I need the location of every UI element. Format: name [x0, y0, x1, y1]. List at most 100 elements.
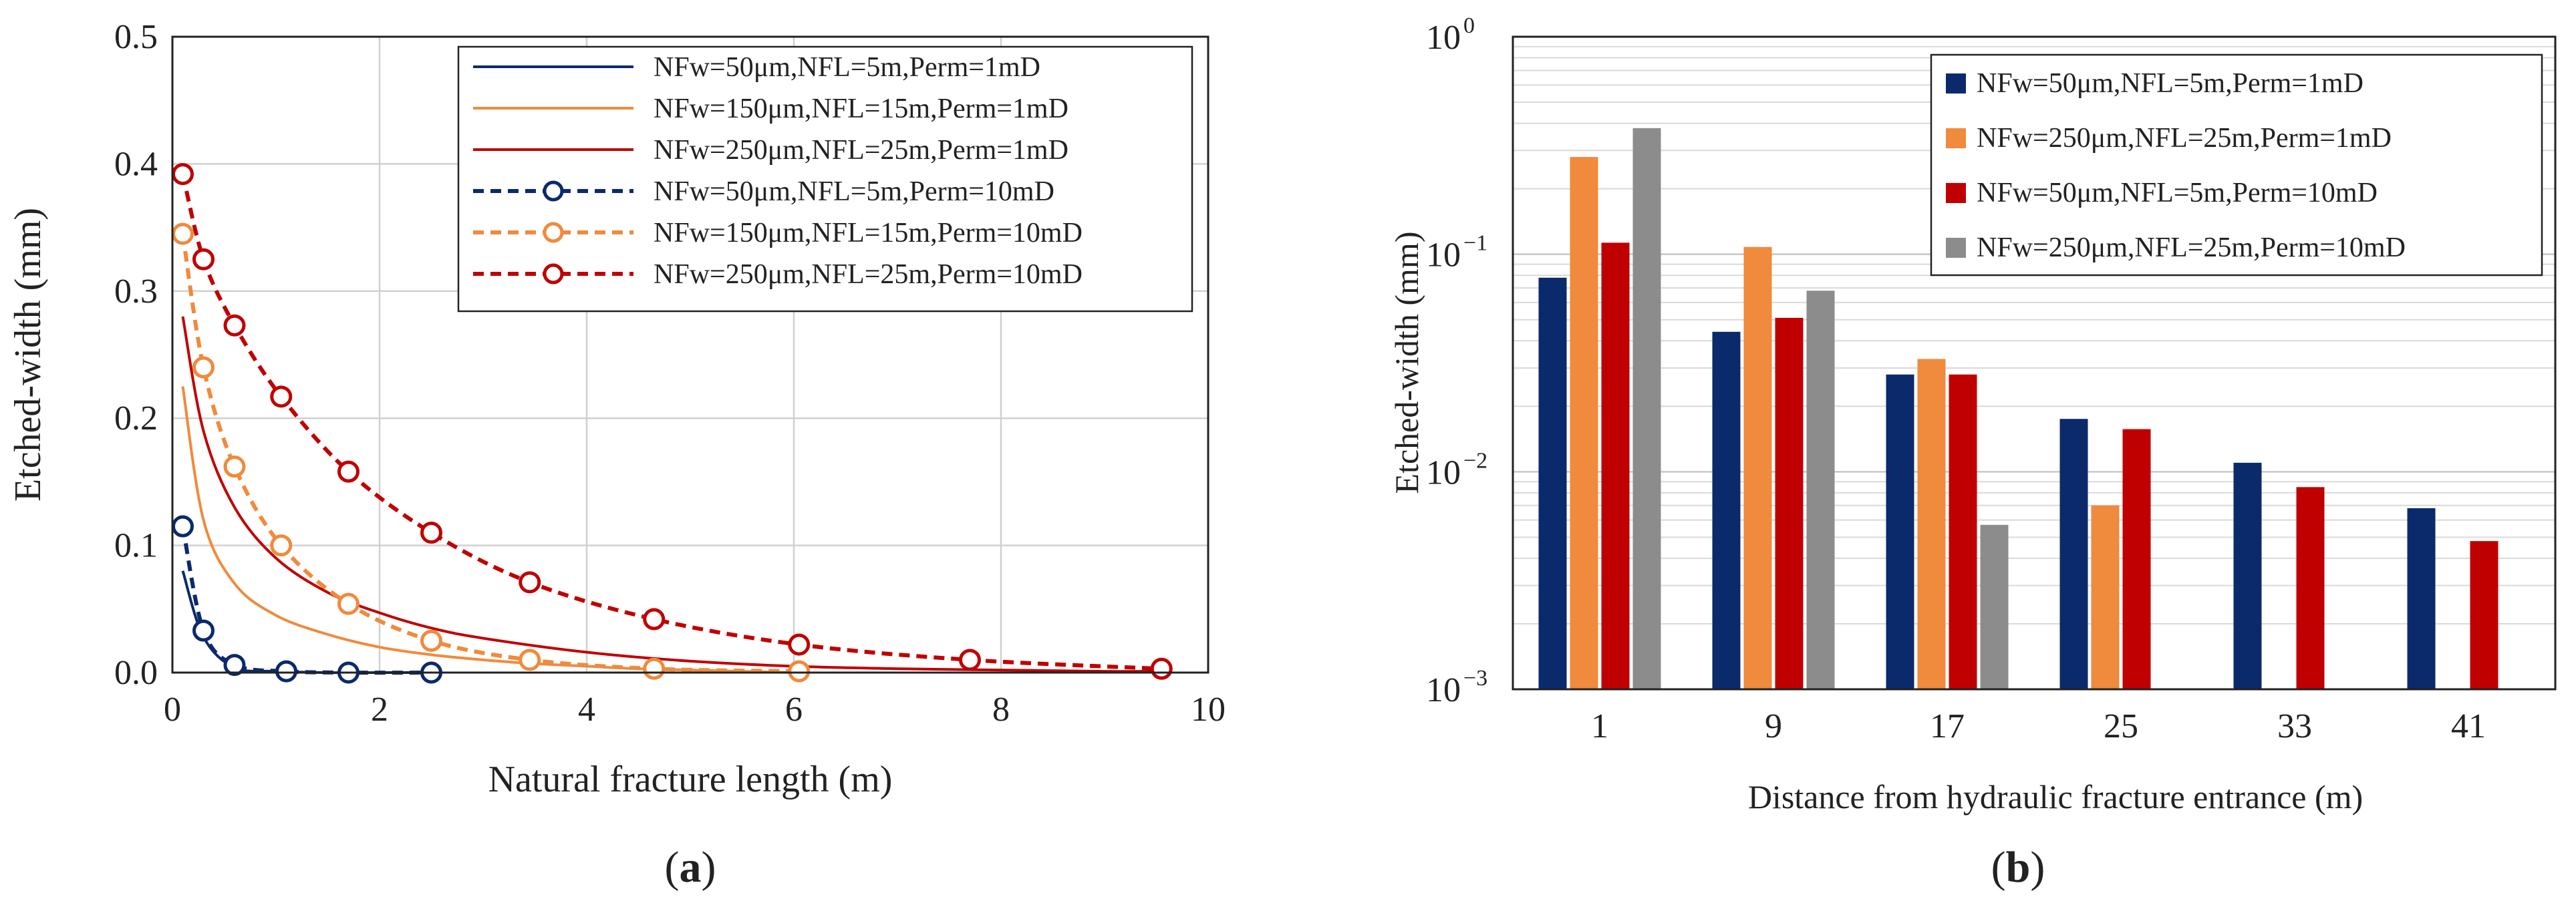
panel-b-x-axis-label: Distance from hydraulic fracture entranc… — [1748, 778, 2363, 816]
panel-b-bar — [1980, 524, 2009, 689]
panel-b-bar — [1743, 246, 1772, 689]
panel-b-bar — [2296, 487, 2325, 689]
panel-b-legend-swatch — [1946, 73, 1966, 94]
panel-a-data-point — [1150, 657, 1173, 680]
panel-b-y-tick-label: 10 — [1426, 19, 1461, 57]
panel-b-legend-swatch — [1946, 183, 1966, 203]
panel-a-data-point — [270, 534, 293, 557]
panel-b-bar — [1538, 277, 1567, 689]
panel-a-data-point — [275, 660, 297, 683]
panel-a-data-point — [223, 456, 246, 478]
panel-b-chart: 10−310−210−110 01 9 17 25 33 41 Distance from … — [1388, 13, 2557, 892]
panel-a-legend-box — [457, 45, 1193, 313]
panel-b-x-tick-label: 33 — [2277, 707, 2312, 745]
panel-b-bar — [1570, 157, 1598, 689]
panel-a-data-point — [420, 629, 442, 652]
panel-a-legend: NFw=50μm,NFL=5m,Perm=1mD NFw=150μm,NFL=15… — [457, 45, 1193, 313]
panel-a-x-tick-label: 10 — [1191, 691, 1226, 729]
panel-a-data-point — [192, 248, 214, 271]
panel-b-x-tick-label: 41 — [2451, 707, 2486, 745]
panel-b-bar — [2407, 508, 2436, 689]
panel-a-data-point — [223, 314, 246, 337]
panel-a-data-point — [420, 522, 442, 544]
panel-a-data-point — [519, 571, 541, 594]
panel-a-y-tick-label: 0.3 — [114, 273, 158, 311]
panel-a-data-point — [337, 460, 360, 483]
panel-b-bar — [1712, 331, 1741, 690]
panel-b-x-tick-label: 17 — [1930, 707, 1965, 745]
panel-a-data-point — [172, 222, 194, 245]
panel-b-x-tick-label: 25 — [2104, 707, 2138, 745]
panel-a-legend-label: NFw=250μm,NFL=25m,Perm=10mD — [654, 259, 1083, 290]
panel-a-data-point — [337, 592, 360, 615]
panel-a-data-point — [192, 619, 214, 642]
panel-a-data-point — [192, 356, 214, 379]
panel-b-bars — [1538, 128, 2498, 690]
panel-b-plot-frame — [1512, 35, 2557, 691]
panel-a-legend-label: NFw=150μm,NFL=15m,Perm=1mD — [654, 94, 1068, 124]
panel-b-legend: NFw=50μm,NFL=5m,Perm=1mD NFw=250μm,NFL=25… — [1930, 53, 2543, 277]
panel-b-ticks: 10−310−210−110 01 9 17 25 33 41 — [1426, 13, 2486, 745]
panel-a-data-point — [643, 657, 666, 680]
panel-a-x-tick-label: 0 — [164, 691, 181, 729]
panel-a-x-tick-label: 8 — [992, 691, 1010, 729]
panel-a-legend-label: NFw=250μm,NFL=25m,Perm=1mD — [654, 135, 1068, 166]
panel-a-data-point — [788, 633, 811, 656]
panel-b-legend-label: NFw=50μm,NFL=5m,Perm=10mD — [1977, 178, 2378, 208]
panel-a-series-line — [181, 570, 432, 675]
panel-a-legend-marker — [543, 180, 564, 202]
panel-a-x-tick-label: 4 — [578, 691, 595, 729]
panel-a-data-point — [270, 385, 293, 408]
panel-a-x-tick-label: 6 — [785, 691, 803, 729]
panel-b-legend-swatch — [1946, 238, 1966, 258]
panel-a-x-axis-label: Natural fracture length (m) — [488, 759, 893, 800]
panel-b-y-axis-label: Etched-width (mm) — [1388, 232, 1425, 494]
panel-b-legend-swatch — [1946, 128, 1966, 148]
panel-a-x-tick-label: 2 — [371, 691, 388, 729]
panel-b-bar — [2470, 541, 2498, 689]
panel-b-y-tick-exponent: −2 — [1463, 448, 1487, 473]
panel-a-data-point — [172, 515, 194, 538]
panel-b-bar — [2122, 429, 2151, 689]
panel-b-label: (b) — [1991, 843, 2045, 892]
panel-b-legend-box — [1930, 53, 2543, 277]
panel-a-legend-marker — [543, 263, 564, 285]
panel-b-bar — [2059, 419, 2088, 689]
panel-a-data-point — [788, 660, 811, 683]
panel-a-y-axis-label: Etched-width (mm) — [7, 208, 49, 502]
panel-a-plot-frame — [171, 35, 1209, 674]
panel-b-x-tick-label: 1 — [1591, 707, 1608, 745]
panel-a-data-point — [223, 654, 246, 677]
panel-b-bar — [1601, 242, 1630, 689]
panel-b-y-tick-label: 10 — [1426, 454, 1461, 492]
panel-b-bar — [1632, 128, 1661, 690]
panel-b-bar — [1806, 291, 1835, 690]
panel-b-x-tick-label: 9 — [1765, 707, 1782, 745]
panel-a-data-point — [959, 649, 981, 671]
panel-b-legend-label: NFw=250μm,NFL=25m,Perm=10mD — [1977, 232, 2406, 263]
panel-a-series-line — [181, 316, 1157, 673]
panel-a-chart: 0 2 4 6 8 10 0.0 0.1 0.2 0.3 0.4 0.5 Natural fractu… — [7, 18, 1226, 892]
panel-b-y-tick-exponent: 0 — [1463, 13, 1475, 38]
panel-b-bar — [2233, 462, 2262, 689]
panel-b-y-tick-label: 10 — [1426, 236, 1461, 275]
panel-a-y-tick-label: 0.4 — [114, 145, 158, 183]
panel-b-bar — [1949, 374, 1977, 689]
panel-a-series-line — [181, 386, 795, 674]
panel-b-y-tick-exponent: −3 — [1463, 666, 1487, 691]
panel-b-bar — [1886, 374, 1914, 689]
panel-a-y-tick-label: 0.0 — [114, 654, 158, 692]
panel-b-y-tick-exponent: −1 — [1463, 231, 1487, 256]
panel-a-data-point — [519, 649, 541, 671]
panel-b-bar — [2091, 505, 2120, 689]
panel-b-y-tick-label: 10 — [1426, 671, 1461, 709]
panel-a-series — [172, 163, 1173, 684]
panel-a-label: (a) — [665, 843, 716, 892]
panel-a-legend-marker — [543, 222, 564, 243]
panel-a-legend-label: NFw=50μm,NFL=5m,Perm=10mD — [654, 176, 1054, 207]
panel-a-legend-label: NFw=150μm,NFL=15m,Perm=10mD — [654, 218, 1083, 248]
panel-b-bar — [1917, 359, 1946, 689]
panel-a-ticks: 0 2 4 6 8 10 0.0 0.1 0.2 0.3 0.4 0.5 — [114, 18, 1226, 729]
panel-a-data-point — [643, 608, 666, 630]
